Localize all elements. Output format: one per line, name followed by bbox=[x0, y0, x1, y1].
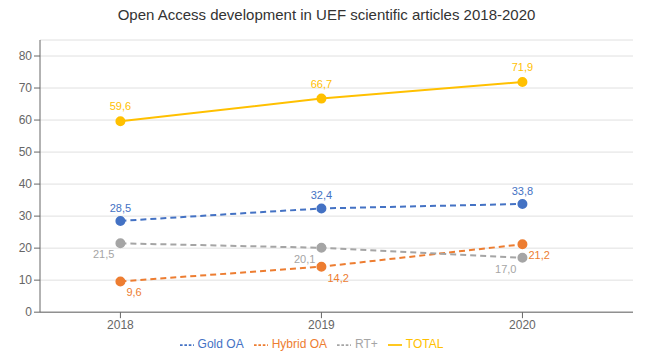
svg-text:50: 50 bbox=[19, 145, 33, 159]
svg-text:2019: 2019 bbox=[308, 318, 335, 332]
svg-text:20: 20 bbox=[19, 241, 33, 255]
svg-text:9,6: 9,6 bbox=[126, 286, 141, 298]
svg-text:40: 40 bbox=[19, 177, 33, 191]
svg-text:66,7: 66,7 bbox=[311, 78, 332, 90]
html-text:Open Access development in UEF: Open Access development in UEF scientifi… bbox=[117, 6, 536, 23]
svg-text:80: 80 bbox=[19, 49, 33, 63]
html-text:RT+: RT+ bbox=[355, 337, 378, 352]
svg-text:14,2: 14,2 bbox=[327, 272, 348, 284]
svg-text:21,5: 21,5 bbox=[93, 248, 114, 260]
svg-text:59,6: 59,6 bbox=[110, 100, 131, 112]
svg-text:32,4: 32,4 bbox=[311, 189, 332, 201]
svg-text:0: 0 bbox=[25, 305, 32, 319]
svg-text:2020: 2020 bbox=[509, 318, 536, 332]
svg-text:60: 60 bbox=[19, 113, 33, 127]
svg-text:70: 70 bbox=[19, 81, 33, 95]
svg-text:20,1: 20,1 bbox=[294, 253, 315, 265]
html-text:TOTAL: TOTAL bbox=[405, 337, 444, 352]
svg-text:28,5: 28,5 bbox=[110, 202, 131, 214]
svg-text:33,8: 33,8 bbox=[512, 185, 533, 197]
svg-text:17,0: 17,0 bbox=[495, 263, 516, 275]
svg-text:21,2: 21,2 bbox=[528, 249, 549, 261]
svg-text:2018: 2018 bbox=[107, 318, 134, 332]
html-text:Hybrid OA: Hybrid OA bbox=[271, 337, 327, 352]
html-text:Gold OA: Gold OA bbox=[197, 337, 244, 352]
svg-text:10: 10 bbox=[19, 273, 33, 287]
svg-text:71,9: 71,9 bbox=[512, 61, 533, 73]
svg-text:30: 30 bbox=[19, 209, 33, 223]
